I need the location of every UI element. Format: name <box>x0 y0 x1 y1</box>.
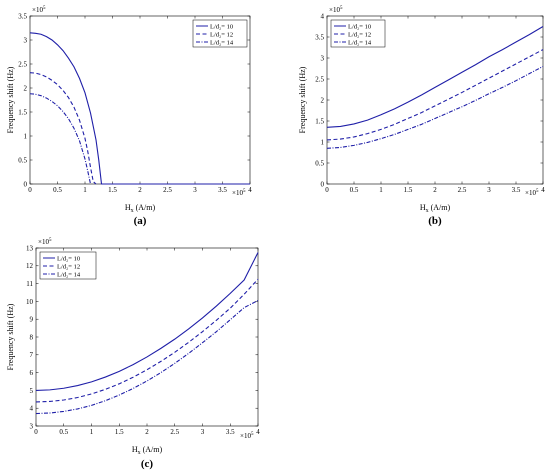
y-tick-label: 8 <box>30 333 34 341</box>
x-axis-label: Hx (A/m) <box>132 445 163 456</box>
panel-label: (c) <box>141 458 154 470</box>
x-tick-label: 2.5 <box>458 186 467 194</box>
series-line-3 <box>326 65 544 149</box>
legend: L/d₂= 10L/d₂= 12L/d₂= 14 <box>330 19 386 48</box>
series-line-3 <box>29 93 92 185</box>
y-axis-label: Frequency shift (Hz) <box>6 303 15 370</box>
y-tick-label: 0 <box>321 180 325 188</box>
y-tick-label: 3 <box>30 422 34 430</box>
x-tick-label: 2 <box>138 186 142 194</box>
chart-panel-2: 0 0.5 1 1.5 2 2.5 3 3.5 400.511.522.533.54×105×1… <box>298 6 545 227</box>
y-tick-label: 2.5 <box>315 75 324 83</box>
legend-label-2: L/d₂= 12 <box>210 31 233 38</box>
x-axis-label: Hx (A/m) <box>125 203 156 214</box>
x-tick-label: 1.5 <box>404 186 413 194</box>
x-axis-exponent: ×105 <box>240 432 254 440</box>
x-tick-label: 1 <box>379 186 383 194</box>
x-tick-label: 3.5 <box>218 186 227 194</box>
x-tick-label: 1.5 <box>108 186 117 194</box>
legend-label-3: L/d₂= 14 <box>348 39 372 46</box>
y-axis-exponent: ×105 <box>32 6 46 14</box>
x-tick-label: 1 <box>90 428 94 436</box>
legend-label-1: L/d₂= 10 <box>348 23 371 30</box>
y-tick-label: 0.5 <box>18 156 27 164</box>
y-axis-exponent: ×105 <box>329 6 343 14</box>
y-axis-label: Frequency shift (Hz) <box>298 66 307 133</box>
x-tick-label: 0.5 <box>59 428 68 436</box>
series-line-2 <box>326 49 544 141</box>
series-line-1 <box>326 26 544 128</box>
y-axis-label: Frequency shift (Hz) <box>6 66 15 133</box>
panel-label: (b) <box>428 215 442 227</box>
legend-label-1: L/d₂= 10 <box>57 255 80 262</box>
y-tick-label: 4 <box>321 12 325 20</box>
y-tick-label: 1 <box>321 138 325 146</box>
y-tick-label: 6 <box>30 369 34 377</box>
x-tick-label: 2.5 <box>163 186 172 194</box>
x-tick-label: 2 <box>433 186 437 194</box>
x-axis-exponent: ×105 <box>525 189 539 197</box>
y-tick-label: 3.5 <box>315 33 324 41</box>
x-tick-label: 3 <box>487 186 491 194</box>
x-tick-label: 2.5 <box>170 428 179 436</box>
x-tick-label: 0.5 <box>53 186 62 194</box>
x-tick-label: 4 <box>256 428 260 436</box>
x-tick-label: 0 <box>34 428 38 436</box>
legend: L/d₂= 10L/d₂= 12L/d₂= 14 <box>192 19 248 48</box>
y-tick-label: 1.5 <box>315 117 324 125</box>
x-tick-label: 3 <box>201 428 205 436</box>
x-tick-label: 4 <box>248 186 252 194</box>
y-tick-label: 2 <box>321 96 325 104</box>
y-tick-label: 0.5 <box>315 159 324 167</box>
y-tick-label: 2 <box>24 84 28 92</box>
x-axis-label: Hx (A/m) <box>420 203 451 214</box>
series-line-2 <box>29 72 97 185</box>
y-tick-label: 3 <box>24 36 28 44</box>
series-line-3 <box>35 300 259 415</box>
x-tick-label: 0.5 <box>350 186 359 194</box>
y-tick-label: 5 <box>30 387 34 395</box>
x-tick-label: 0 <box>28 186 32 194</box>
y-tick-label: 10 <box>26 298 34 306</box>
y-tick-label: 3.5 <box>18 12 27 20</box>
legend-label-2: L/d₂= 12 <box>57 263 80 270</box>
y-tick-label: 4 <box>30 405 34 413</box>
y-tick-label: 9 <box>30 316 34 324</box>
y-tick-label: 1.5 <box>18 108 27 116</box>
y-tick-label: 2.5 <box>18 60 27 68</box>
x-tick-label: 3 <box>193 186 197 194</box>
series-line-2 <box>35 278 259 403</box>
y-axis-exponent: ×105 <box>38 238 52 246</box>
y-tick-label: 7 <box>30 351 34 359</box>
y-tick-label: 13 <box>26 244 34 252</box>
legend-label-2: L/d₂= 12 <box>348 31 371 38</box>
chart-panel-3: 0 0.5 1 1.5 2 2.5 3 3.5 4 3 4 5 6 7 8 9 10 11 12 13 ×105 ×105… <box>6 238 260 470</box>
legend: L/d₂= 10L/d₂= 12L/d₂= 14 <box>39 251 97 280</box>
y-tick-label: 3 <box>321 54 325 62</box>
x-tick-label: 1.5 <box>115 428 124 436</box>
y-tick-label: 12 <box>26 262 34 270</box>
series-line-1 <box>35 252 259 391</box>
x-tick-label: 0 <box>325 186 329 194</box>
legend-label-3: L/d₂= 14 <box>210 39 234 46</box>
y-tick-label: 11 <box>26 280 33 288</box>
x-tick-label: 3.5 <box>512 186 521 194</box>
y-tick-label: 0 <box>24 180 28 188</box>
panel-label: (a) <box>134 215 147 227</box>
x-tick-label: 2 <box>145 428 149 436</box>
x-tick-label: 1 <box>83 186 87 194</box>
x-tick-label: 3.5 <box>226 428 235 436</box>
legend-label-1: L/d₂= 10 <box>210 23 233 30</box>
x-tick-label: 4 <box>541 186 545 194</box>
y-tick-label: 1 <box>24 132 28 140</box>
chart-panel-1: 0 0.5 1 1.5 2 2.5 3 3.5 4 0 0.5 1 1.5 2 2.5 3 3.5 ×105 ×10… <box>6 6 252 227</box>
legend-label-3: L/d₂= 14 <box>57 271 81 278</box>
series-line-1 <box>29 32 250 185</box>
x-axis-exponent: ×105 <box>232 189 246 197</box>
